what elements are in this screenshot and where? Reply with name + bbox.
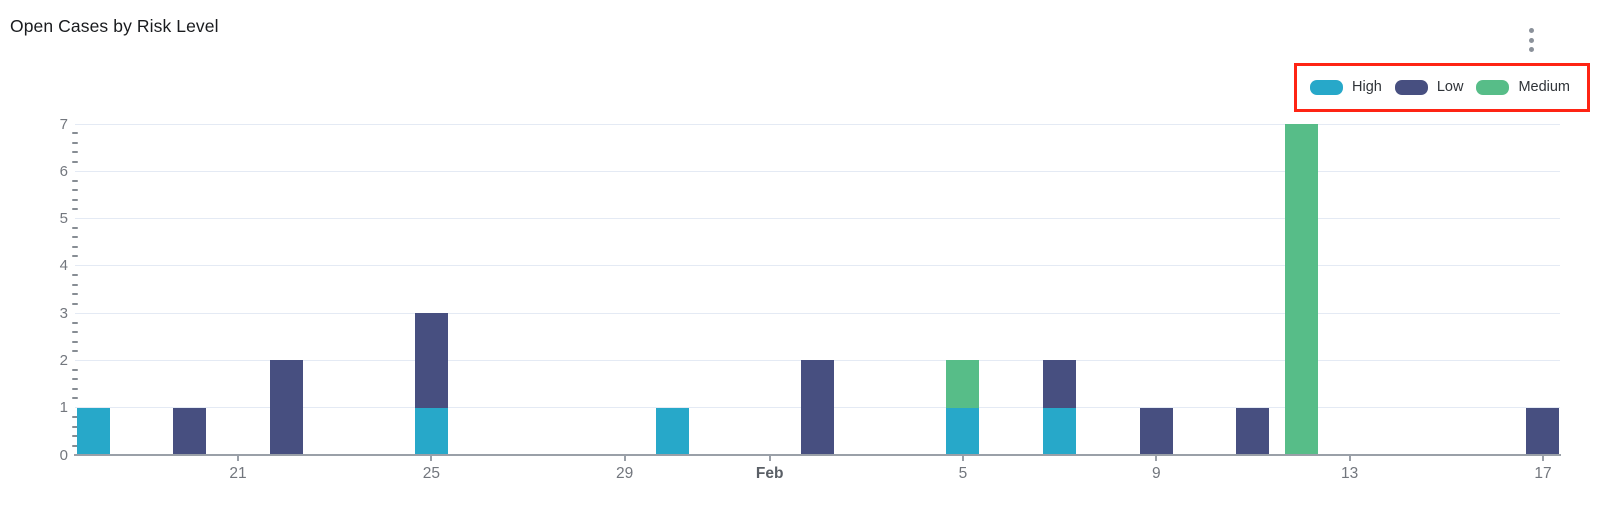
y-axis-label: 6 <box>59 162 68 180</box>
x-axis-label: 9 <box>1152 465 1161 482</box>
legend-item-low[interactable]: Low <box>1394 79 1464 96</box>
kebab-dot <box>1528 37 1534 43</box>
legend-item-medium[interactable]: Medium <box>1476 80 1570 95</box>
x-tick-mark <box>768 456 771 461</box>
y-minor-tick <box>72 387 78 390</box>
legend-label: Medium <box>1518 79 1571 96</box>
x-axis-label: 29 <box>616 465 634 482</box>
y-minor-tick <box>72 293 78 296</box>
y-minor-tick <box>72 141 78 144</box>
bar-segment-low[interactable] <box>1043 360 1077 408</box>
y-gridline <box>75 265 1560 267</box>
y-minor-tick <box>72 444 78 447</box>
x-axis-label: 25 <box>422 465 440 482</box>
y-minor-tick <box>72 283 78 286</box>
bar-segment-low[interactable] <box>1139 407 1173 455</box>
y-minor-tick <box>72 245 78 248</box>
bar-segment-high[interactable] <box>414 407 448 455</box>
y-minor-tick <box>72 349 78 352</box>
y-minor-tick <box>72 321 78 324</box>
bar-segment-high[interactable] <box>946 407 980 455</box>
x-tick-mark <box>961 456 964 461</box>
bar-segment-medium[interactable] <box>946 360 980 408</box>
y-gridline <box>75 170 1560 172</box>
x-tick-mark <box>1155 456 1158 461</box>
y-gridline <box>75 218 1560 220</box>
y-minor-tick <box>72 227 78 230</box>
y-minor-tick <box>72 255 78 258</box>
y-axis-label: 3 <box>59 304 68 322</box>
y-minor-tick <box>72 378 78 381</box>
legend-label: Low <box>1436 79 1464 96</box>
y-minor-tick <box>72 198 78 201</box>
y-minor-tick <box>72 340 78 343</box>
y-minor-tick <box>72 416 78 419</box>
x-axis-label: 17 <box>1534 465 1552 482</box>
y-minor-tick <box>72 425 78 428</box>
y-minor-tick <box>72 331 78 334</box>
legend-label: High <box>1352 79 1382 96</box>
y-axis-label: 4 <box>59 257 68 275</box>
kebab-dot <box>1528 47 1534 52</box>
bar-segment-low[interactable] <box>1236 407 1270 455</box>
y-axis-label: 7 <box>59 115 68 133</box>
y-gridline <box>75 312 1560 314</box>
kebab-menu-icon[interactable] <box>1522 24 1540 56</box>
y-minor-tick <box>72 160 78 163</box>
kebab-dot <box>1528 28 1534 33</box>
bar-segment-low[interactable] <box>1526 407 1560 455</box>
legend-swatch-medium <box>1476 80 1510 95</box>
chart-title: Open Cases by Risk Level <box>10 16 219 36</box>
bar-segment-low[interactable] <box>173 407 207 455</box>
legend-highlight-box: High Low Medium <box>1294 63 1590 112</box>
legend-swatch-low <box>1394 80 1428 95</box>
x-tick-mark <box>430 456 433 461</box>
y-minor-tick <box>72 274 78 277</box>
x-tick-mark <box>1541 456 1544 461</box>
y-minor-tick <box>72 132 78 135</box>
bar-segment-low[interactable] <box>801 360 835 455</box>
y-minor-tick <box>72 302 78 305</box>
y-minor-tick <box>72 397 78 400</box>
bar-segment-high[interactable] <box>656 407 690 455</box>
bar-segment-high[interactable] <box>76 407 110 455</box>
y-axis-label: 0 <box>59 446 68 464</box>
y-gridline <box>75 359 1560 361</box>
legend-item-high[interactable]: High <box>1310 80 1382 95</box>
x-tick-mark <box>1348 456 1351 461</box>
x-tick-mark <box>623 456 626 461</box>
y-minor-tick <box>72 179 78 182</box>
y-axis-label: 5 <box>59 210 68 228</box>
y-minor-tick <box>72 236 78 239</box>
y-axis-label: 2 <box>59 351 68 369</box>
y-minor-tick <box>72 208 78 211</box>
bar-segment-low[interactable] <box>269 360 303 455</box>
bar-segment-medium[interactable] <box>1284 124 1318 455</box>
y-minor-tick <box>72 435 78 438</box>
x-axis-line <box>74 454 1561 456</box>
y-minor-tick <box>72 189 78 192</box>
x-axis-label: 13 <box>1341 465 1359 482</box>
x-axis-label: 21 <box>229 465 247 482</box>
bar-segment-low[interactable] <box>414 313 448 408</box>
bar-segment-high[interactable] <box>1043 407 1077 455</box>
legend-swatch-high <box>1310 80 1343 95</box>
x-axis-label: Feb <box>755 465 784 482</box>
y-minor-tick <box>72 151 78 154</box>
x-axis-label: 5 <box>958 465 968 482</box>
y-gridline <box>75 123 1560 125</box>
x-tick-mark <box>236 456 239 461</box>
y-minor-tick <box>72 368 78 371</box>
plot-area <box>75 123 1560 455</box>
y-axis-label: 1 <box>59 399 68 417</box>
